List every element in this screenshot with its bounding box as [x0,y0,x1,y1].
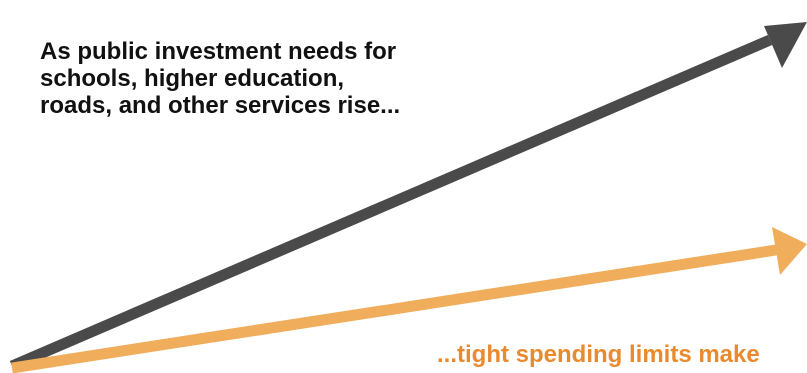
spending-limits-arrowhead [772,227,807,275]
investment-needs-arrow-shaft [9,34,773,372]
investment-needs-caption: As public investment needs for schools, … [40,38,500,119]
spending-limits-arrow-shaft [11,244,777,373]
spending-limits-caption: ...tight spending limits make [437,341,760,368]
caption-line: As public investment needs for [40,38,397,65]
caption-line: roads, and other services rise... [40,92,401,119]
caption-line: schools, higher education, [40,65,345,92]
investment-needs-arrowhead [764,22,807,68]
